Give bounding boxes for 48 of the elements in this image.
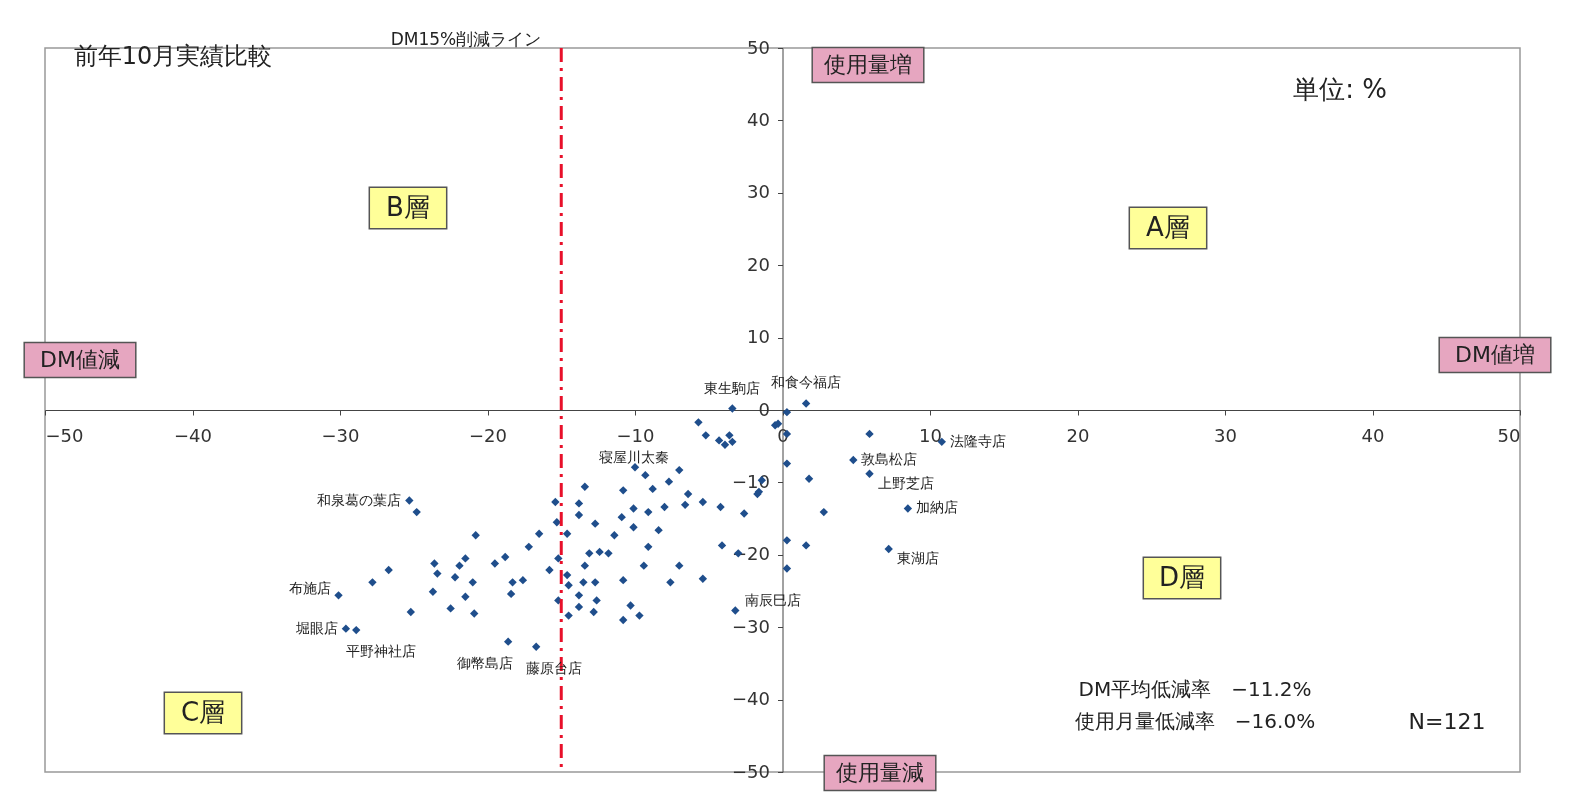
chart-title: 前年10月実績比較 <box>73 42 273 70</box>
annotation: 和食今福店 <box>771 374 842 391</box>
ref-line-label: DM15%削減ライン <box>390 29 542 49</box>
x-tick-label: −10 <box>616 424 655 446</box>
annotation: 和泉葛の葉店 <box>317 491 402 508</box>
annotation: 使用量増 <box>824 52 912 77</box>
x-tick-label: −30 <box>321 424 360 446</box>
annotation: 平野神社店 <box>346 643 417 660</box>
y-tick-label: 20 <box>747 253 770 275</box>
annotation: DM平均低減率 −11.2% <box>1078 677 1312 701</box>
x-tick-label: −50 <box>45 424 84 446</box>
x-tick-label: 50 <box>1497 424 1521 446</box>
annotation: 東湖店 <box>896 550 939 567</box>
annotation: 上野芝店 <box>877 474 934 491</box>
y-tick-label: −30 <box>732 615 770 637</box>
annotation: DM値減 <box>40 347 120 372</box>
annotation: 布施店 <box>288 580 331 597</box>
y-tick-label: 30 <box>747 181 770 203</box>
annotation: 単位: % <box>1293 74 1387 104</box>
annotation: 東生駒店 <box>704 379 761 396</box>
y-tick-label: 40 <box>747 108 770 130</box>
annotation: 加納店 <box>915 499 958 516</box>
annotation: B層 <box>386 192 430 222</box>
annotation: 寝屋川太秦 <box>599 449 670 466</box>
annotation: 敦島松店 <box>861 450 918 467</box>
annotation: DM値増 <box>1455 342 1535 367</box>
annotation: 法隆寺店 <box>949 432 1006 449</box>
annotation: 藤原台店 <box>526 659 583 676</box>
annotation: 堀眼店 <box>294 619 338 636</box>
x-tick-label: 40 <box>1361 424 1385 446</box>
x-tick-label: 30 <box>1214 424 1237 446</box>
y-tick-label: −20 <box>732 543 770 565</box>
annotation: D層 <box>1158 562 1206 592</box>
y-tick-label: 50 <box>747 36 770 58</box>
x-tick-label: −20 <box>469 424 507 446</box>
annotation: C層 <box>180 697 226 727</box>
annotation: 使用月量低減率 −16.0% <box>1074 709 1316 733</box>
x-tick-label: −40 <box>174 424 212 446</box>
y-tick-label: 10 <box>747 326 770 348</box>
x-tick-label: 10 <box>919 424 942 446</box>
y-tick-label: −40 <box>732 688 770 710</box>
annotation: A層 <box>1146 212 1190 242</box>
x-tick-label: 20 <box>1066 424 1090 446</box>
y-tick-label: −50 <box>732 760 770 782</box>
annotation: 使用量減 <box>836 760 924 785</box>
annotation: N=121 <box>1408 709 1486 734</box>
annotation: 南辰巳店 <box>745 591 802 608</box>
annotation: 御幣島店 <box>457 654 514 671</box>
